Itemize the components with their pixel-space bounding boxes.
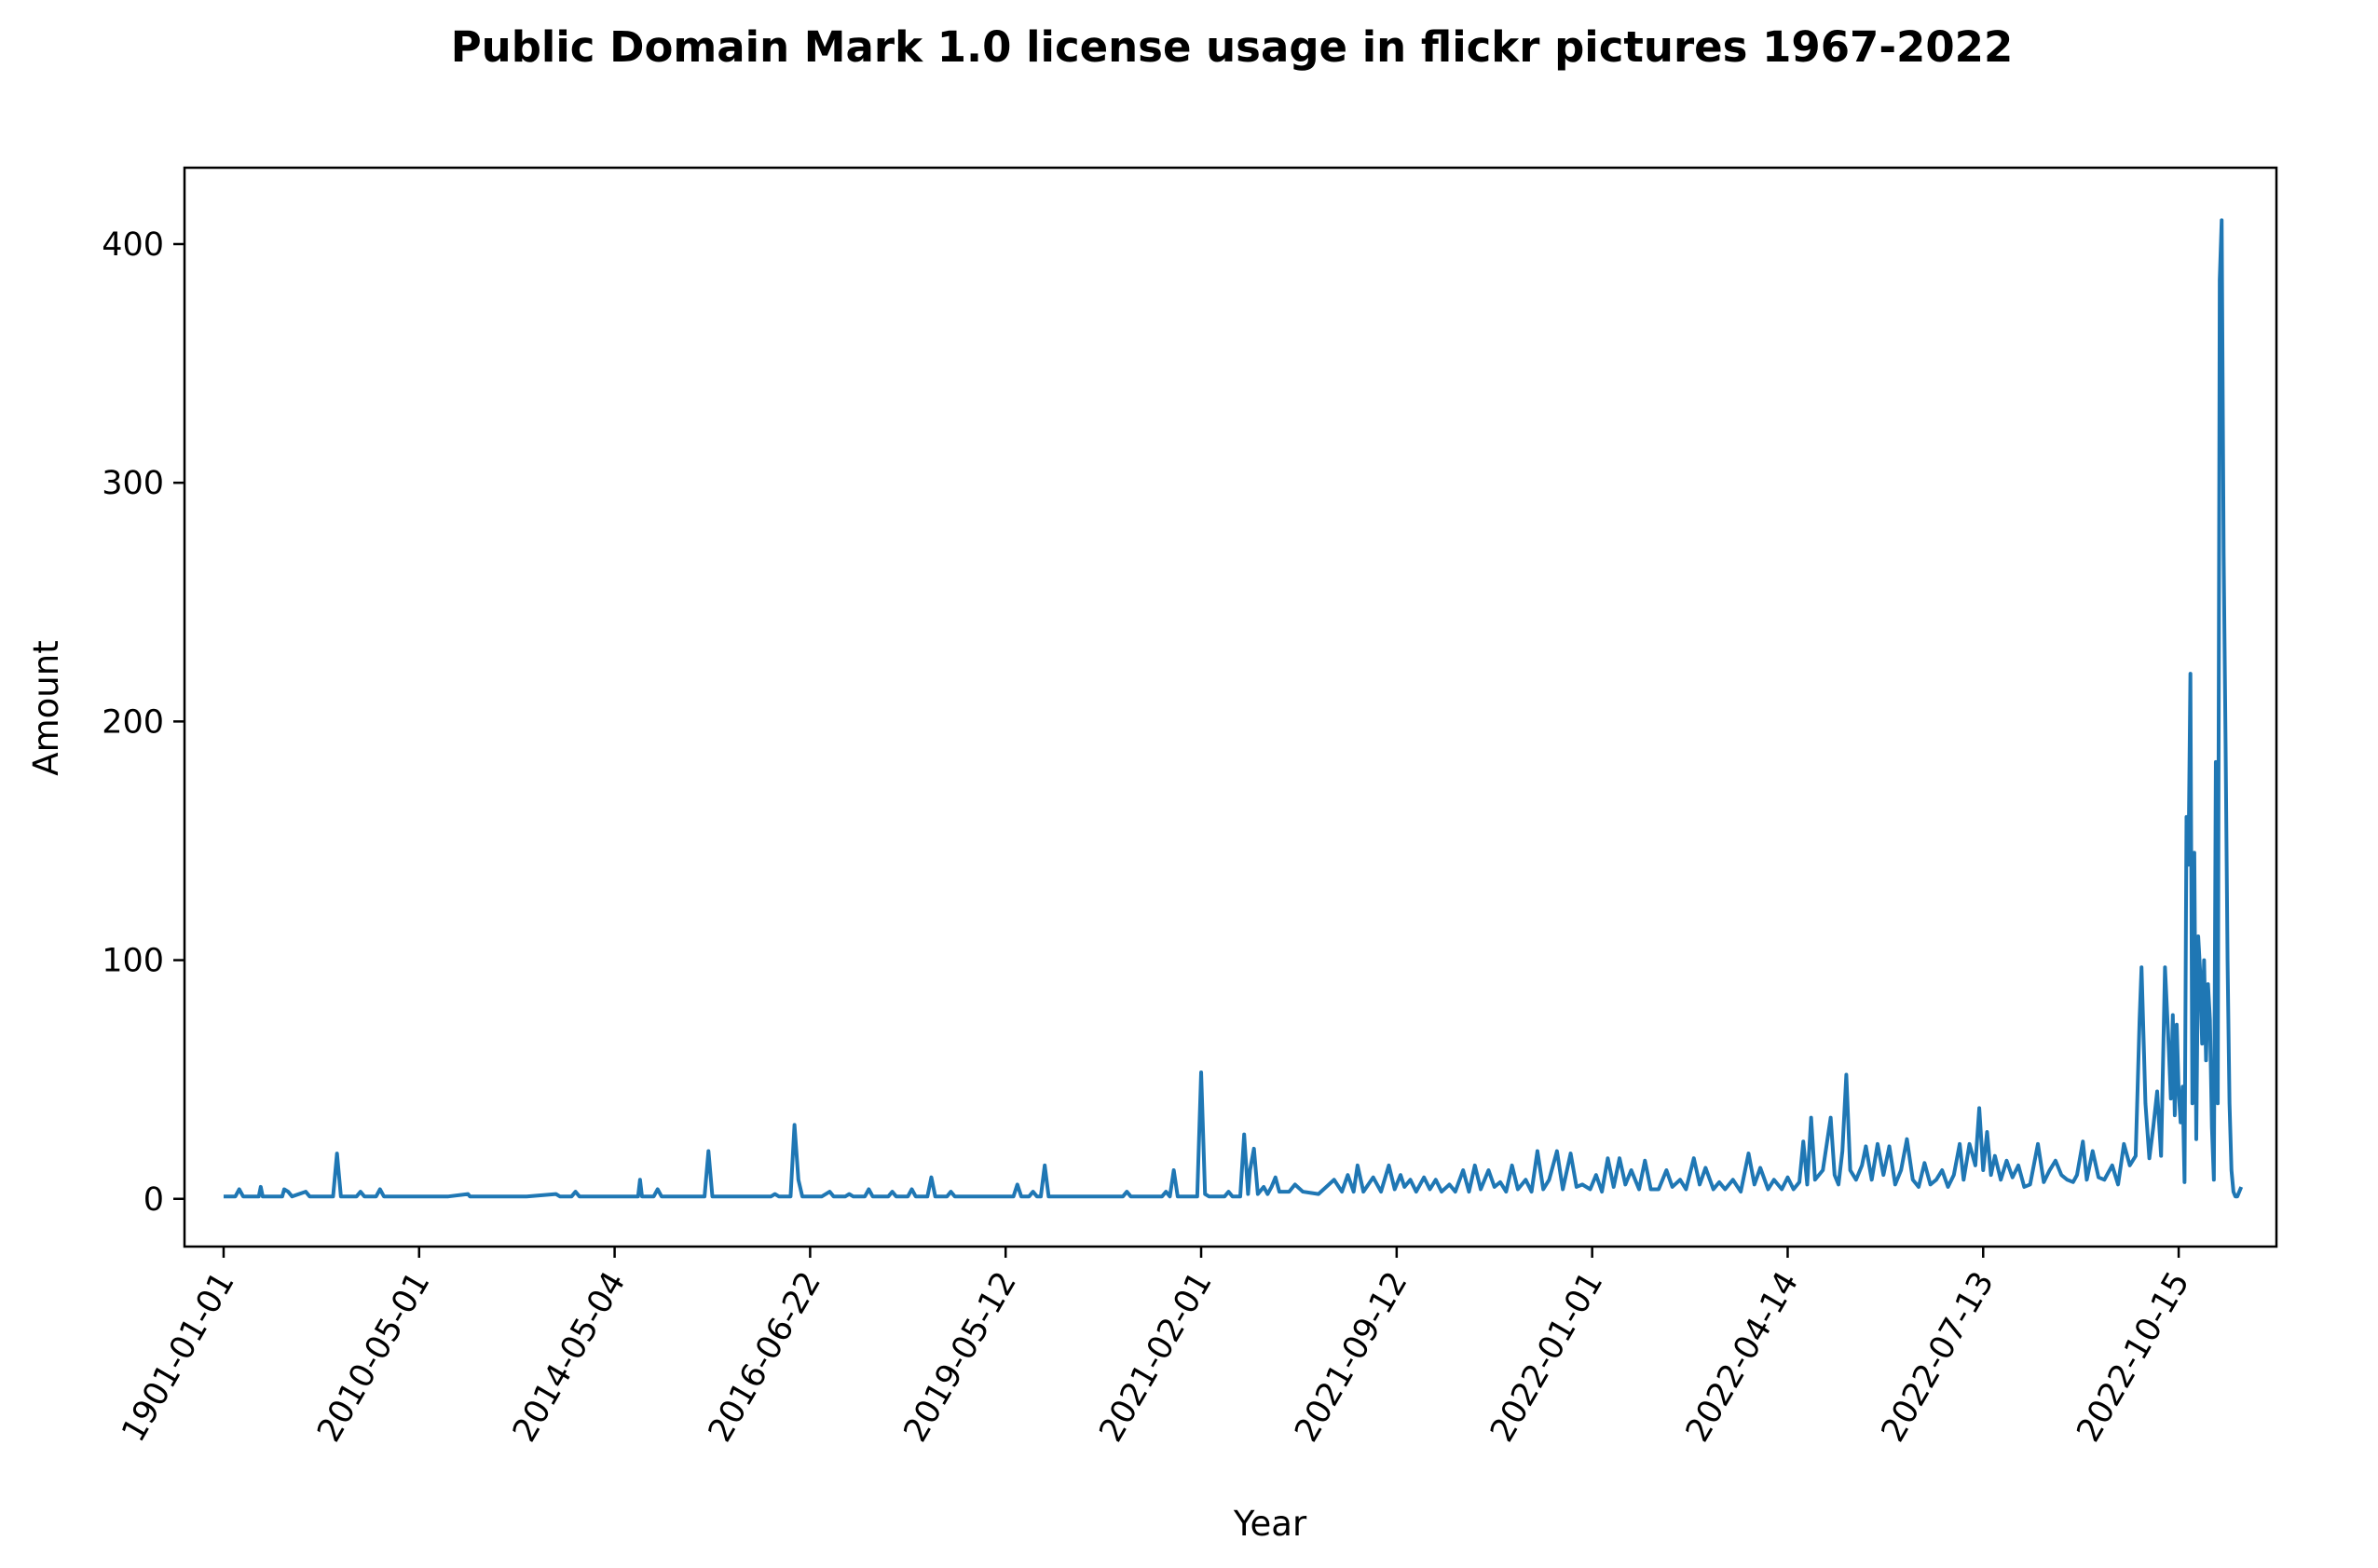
y-axis: 0 100 200 300 400: [102, 226, 184, 1219]
x-tick-label: 2022-10-15: [2070, 1266, 2197, 1449]
x-tick-label: 2021-02-01: [1092, 1266, 1219, 1449]
x-tick-label: 2019-05-12: [897, 1266, 1024, 1449]
x-tick-label: 2014-05-04: [506, 1266, 633, 1449]
series-line-0: [223, 218, 2244, 1199]
y-tick-label: 100: [102, 943, 164, 980]
plot-frame: [183, 166, 2278, 1248]
x-tick-label: 2022-01-01: [1483, 1266, 1610, 1449]
y-axis-label: Amount: [26, 640, 66, 775]
x-tick-label: 2022-07-13: [1875, 1266, 2002, 1449]
x-tick-label: 2022-04-14: [1679, 1266, 1806, 1449]
x-tick-label: 2016-06-22: [702, 1266, 828, 1449]
y-tick-label: 300: [102, 465, 164, 502]
x-tick-label: 1901-01-01: [115, 1266, 241, 1449]
x-axis: 1901-01-01 2010-05-01 2014-05-04 2016-06-22…: [115, 1247, 2197, 1449]
y-tick-label: 400: [102, 226, 164, 264]
x-tick-label: 2010-05-01: [310, 1266, 437, 1449]
y-tick-label: 0: [144, 1181, 164, 1219]
chart-title: Public Domain Mark 1.0 license usage in …: [451, 22, 2014, 72]
x-tick-label: 2021-09-12: [1288, 1266, 1414, 1449]
x-axis-label: Year: [1233, 1504, 1307, 1544]
y-tick-label: 200: [102, 703, 164, 741]
plot-area: [223, 218, 2244, 1199]
